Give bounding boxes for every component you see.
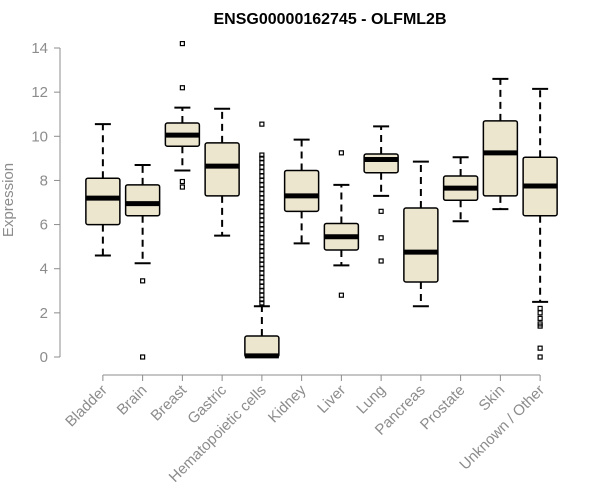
outlier-point xyxy=(259,217,265,223)
outlier-point xyxy=(259,230,265,236)
box-group xyxy=(85,123,121,257)
outlier-point xyxy=(259,121,265,127)
box-group xyxy=(204,107,240,237)
x-tick-label: Liver xyxy=(314,382,349,417)
y-tick-label: 10 xyxy=(31,128,48,145)
outlier-point xyxy=(259,173,265,179)
outlier-point xyxy=(259,239,265,245)
box xyxy=(124,184,161,217)
outlier-point xyxy=(259,270,265,276)
outlier-point xyxy=(378,208,384,214)
outlier-point xyxy=(179,184,185,190)
outlier-point xyxy=(259,208,265,214)
y-tick-label: 14 xyxy=(31,40,48,57)
outlier-point xyxy=(259,152,265,158)
box xyxy=(363,153,399,174)
outlier-point xyxy=(537,305,543,312)
box-group xyxy=(522,87,558,360)
outlier-point xyxy=(378,235,384,241)
y-tick-label: 12 xyxy=(31,84,48,101)
outlier-point xyxy=(259,195,265,201)
box xyxy=(204,142,240,197)
outlier-point xyxy=(259,160,265,166)
outlier-point xyxy=(259,257,265,263)
y-tick-label: 4 xyxy=(40,261,48,278)
outlier-point xyxy=(140,354,146,360)
y-tick-label: 8 xyxy=(40,172,48,189)
x-tick-label: Kidney xyxy=(265,381,310,426)
y-axis: 0 2 4 6 8 10 12 14 xyxy=(31,40,61,366)
outlier-point xyxy=(259,300,265,306)
outlier-point xyxy=(259,248,265,254)
x-tick-label: Bladder xyxy=(62,382,111,431)
outlier-point xyxy=(259,191,265,197)
box-group xyxy=(482,77,519,211)
box-group xyxy=(244,121,280,359)
outlier-point xyxy=(259,186,265,192)
y-tick-label: 2 xyxy=(40,305,48,322)
outlier-point xyxy=(259,297,265,303)
outlier-point xyxy=(378,258,384,264)
box xyxy=(283,169,320,213)
box-group xyxy=(164,40,201,190)
box-group xyxy=(323,150,360,298)
outlier-point xyxy=(259,235,265,241)
box-group xyxy=(124,163,161,360)
outlier-point xyxy=(259,182,265,188)
outlier-point xyxy=(179,178,185,185)
box-group xyxy=(363,125,399,264)
x-tick-label: Prostate xyxy=(417,382,469,434)
box xyxy=(403,207,439,283)
outlier-point xyxy=(537,345,543,351)
outlier-point xyxy=(259,266,265,272)
outlier-point xyxy=(537,310,543,316)
outlier-point xyxy=(259,204,265,210)
outlier-point xyxy=(259,288,265,294)
box xyxy=(482,120,519,197)
y-tick-label: 0 xyxy=(40,349,48,366)
outlier-point xyxy=(338,150,344,156)
x-tick-label: Lung xyxy=(353,382,389,418)
box xyxy=(85,177,121,226)
outlier-point xyxy=(179,85,185,91)
outlier-point xyxy=(259,261,265,267)
outlier-point xyxy=(259,244,265,250)
box-group xyxy=(442,156,479,223)
y-axis-label: Expression xyxy=(0,163,17,237)
outlier-point xyxy=(259,221,265,228)
outlier-point xyxy=(259,226,265,232)
outlier-point xyxy=(537,354,543,360)
outlier-point xyxy=(259,252,265,259)
outlier-point xyxy=(338,292,344,298)
outlier-point xyxy=(259,177,265,184)
outlier-point xyxy=(259,283,265,289)
x-tick-label: Skin xyxy=(476,382,509,415)
box-group xyxy=(283,138,320,245)
outlier-point xyxy=(259,164,265,170)
outlier-point xyxy=(179,40,185,47)
chart-title: ENSG00000162745 - OLFML2B xyxy=(214,11,447,28)
x-tick-label: Brain xyxy=(114,382,151,419)
x-tick-label: Breast xyxy=(148,381,191,424)
outlier-point xyxy=(140,278,146,284)
box-group xyxy=(403,160,439,308)
outlier-point xyxy=(259,169,265,175)
outlier-point xyxy=(259,292,265,298)
boxes-group xyxy=(85,40,558,360)
outlier-point xyxy=(259,199,265,206)
outlier-point xyxy=(259,274,265,281)
y-tick-label: 6 xyxy=(40,217,48,234)
outlier-point xyxy=(259,213,265,219)
outlier-point xyxy=(259,279,265,285)
outlier-point xyxy=(537,315,543,321)
outlier-point xyxy=(537,323,543,329)
